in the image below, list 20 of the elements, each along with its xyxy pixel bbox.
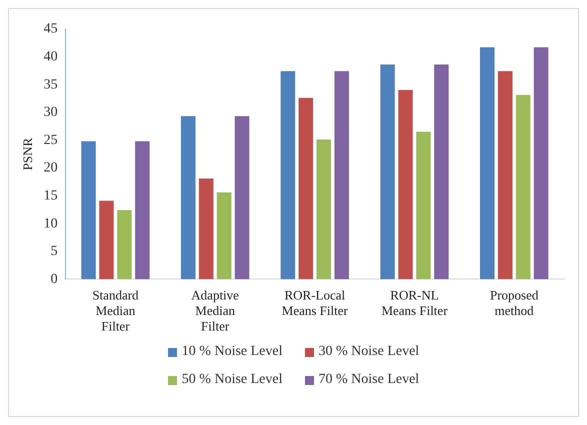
y-tick-label: 0 <box>50 272 58 287</box>
y-tick-label: 10 <box>44 216 58 232</box>
x-tick-label: ROR-Local Means Filter <box>282 287 349 318</box>
legend-label: 10 % Noise Level <box>182 344 282 360</box>
y-tick-label: 15 <box>44 188 58 204</box>
y-tick-label: 30 <box>44 105 58 120</box>
x-tick-label: Adaptive Median Filter <box>191 287 240 334</box>
legend-label: 70 % Noise Level <box>318 372 420 388</box>
y-tick-label: 40 <box>44 49 58 64</box>
y-tick-label: 35 <box>44 77 58 92</box>
y-tick-label: 25 <box>44 132 58 148</box>
y-tick-label: 5 <box>50 244 58 260</box>
legend-label: 30 % Noise Level <box>318 344 420 360</box>
y-axis-title: PSNR <box>20 138 36 170</box>
y-tick-label: 20 <box>44 160 58 176</box>
x-tick-label: ROR-NL Means Filter <box>381 287 448 318</box>
legend-label: 50 % Noise Level <box>182 372 282 388</box>
x-tick-label: Standard Median Filter <box>92 287 140 334</box>
x-tick-label: Proposed method <box>490 287 539 318</box>
y-tick-label: 45 <box>44 22 58 37</box>
